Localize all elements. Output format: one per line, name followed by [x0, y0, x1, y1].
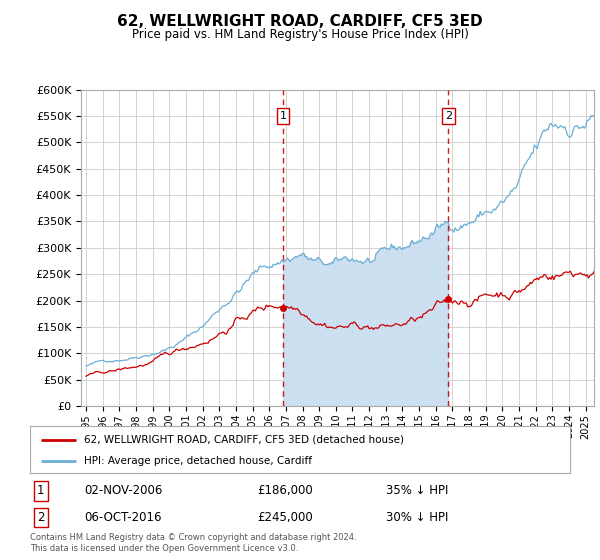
Text: Price paid vs. HM Land Registry's House Price Index (HPI): Price paid vs. HM Land Registry's House … [131, 28, 469, 41]
Text: 1: 1 [280, 111, 287, 121]
Text: 62, WELLWRIGHT ROAD, CARDIFF, CF5 3ED: 62, WELLWRIGHT ROAD, CARDIFF, CF5 3ED [117, 14, 483, 29]
Text: £186,000: £186,000 [257, 484, 313, 497]
Text: 62, WELLWRIGHT ROAD, CARDIFF, CF5 3ED (detached house): 62, WELLWRIGHT ROAD, CARDIFF, CF5 3ED (d… [84, 435, 404, 445]
Text: 2: 2 [37, 511, 44, 524]
Text: HPI: Average price, detached house, Cardiff: HPI: Average price, detached house, Card… [84, 456, 312, 466]
Text: 30% ↓ HPI: 30% ↓ HPI [386, 511, 449, 524]
Text: 2: 2 [445, 111, 452, 121]
Text: 02-NOV-2006: 02-NOV-2006 [84, 484, 163, 497]
Text: Contains HM Land Registry data © Crown copyright and database right 2024.
This d: Contains HM Land Registry data © Crown c… [30, 533, 356, 553]
Text: 35% ↓ HPI: 35% ↓ HPI [386, 484, 449, 497]
Text: 1: 1 [37, 484, 44, 497]
Text: £245,000: £245,000 [257, 511, 313, 524]
Text: 06-OCT-2016: 06-OCT-2016 [84, 511, 161, 524]
